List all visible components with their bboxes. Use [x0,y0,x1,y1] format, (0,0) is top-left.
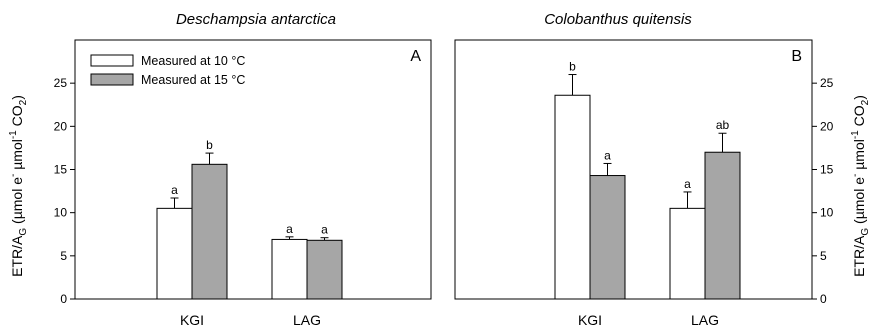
plot-frame [454,39,813,300]
chart-title: Colobanthus quitensis [544,11,692,28]
y-tick-label: 5 [820,249,827,263]
bar [271,238,308,300]
bar [156,207,193,300]
y-tick-label: 5 [60,249,67,263]
ylab-unit-open: (µmol e [851,177,867,228]
bar [669,207,706,300]
chart-title: Deschampsia antarctica [176,11,336,28]
bar [589,175,626,300]
y-tick-label: 0 [60,292,67,306]
significance-label: a [684,177,691,191]
y-axis-label-right: ETR/AG (µmol e- µmol-1 CO2) [850,95,871,277]
legend-swatch [90,73,134,86]
bar [554,94,591,300]
ylab-sup1: - [850,174,861,177]
y-tick-label: 25 [820,76,834,90]
ylab-sup2: -1 [8,130,19,139]
bar [704,151,741,300]
y-tick-label: 15 [820,163,834,177]
ylab-unit-mid: µmol [851,139,867,174]
panel-b: Colobanthus quitensis B 0 5 10 15 20 25 KGI LAG b a… [454,11,834,328]
y-axis-label-left: ETR/AG (µmol e- µmol-1 CO2) [8,95,29,277]
x-category-label: KGI [578,312,602,328]
ylab-unit-close: ) [9,95,25,100]
ylab-unit-open: (µmol e [9,177,25,228]
y-tick-label: 25 [54,76,68,90]
ylab-unit-mid: µmol [9,139,25,174]
y-tick-label: 20 [820,119,834,133]
x-category-label: LAG [691,312,719,328]
bar [191,163,228,300]
legend-label: Measured at 10 °C [141,54,245,68]
y-tick-label: 20 [54,119,68,133]
y-tick-label: 10 [54,206,68,220]
ylab-unit-close: ) [851,95,867,100]
panel-a: Deschampsia antarctica A 0 5 10 15 20 25 KGI LAG a… [54,11,432,328]
ylab-main: ETR/A [851,235,867,277]
svg-text:ETR/AG (µmol e- µmol-1 CO2): ETR/AG (µmol e- µmol-1 CO2) [850,95,871,277]
ylab-sup2: -1 [850,130,861,139]
significance-label: ab [716,118,730,132]
ylab-unit-co2: CO [9,105,25,130]
svg-text:ETR/AG (µmol e- µmol-1 CO2): ETR/AG (µmol e- µmol-1 CO2) [8,95,29,277]
legend-label: Measured at 15 °C [141,73,245,87]
bar [306,239,343,300]
ylab-sup1: - [8,174,19,177]
significance-label: a [171,183,178,197]
ylab-unit-co2: CO [851,105,867,130]
panel-letter: A [410,48,421,65]
significance-label: a [321,223,328,237]
y-tick-label: 10 [820,206,834,220]
significance-label: a [286,222,293,236]
y-tick-label: 15 [54,163,68,177]
x-category-label: LAG [293,312,321,328]
x-category-label: KGI [180,312,204,328]
ylab-sub2: 2 [860,99,871,105]
panel-letter: B [791,48,802,65]
ylab-sub2: 2 [18,99,29,105]
y-tick-label: 0 [820,292,827,306]
legend-swatch [90,54,134,67]
significance-label: a [604,148,611,162]
significance-label: b [206,138,213,152]
ylab-sub: G [860,228,871,236]
legend: Measured at 10 °C Measured at 15 °C [90,54,245,87]
ylab-main: ETR/A [9,235,25,277]
ylab-sub: G [18,228,29,236]
significance-label: b [569,60,576,74]
